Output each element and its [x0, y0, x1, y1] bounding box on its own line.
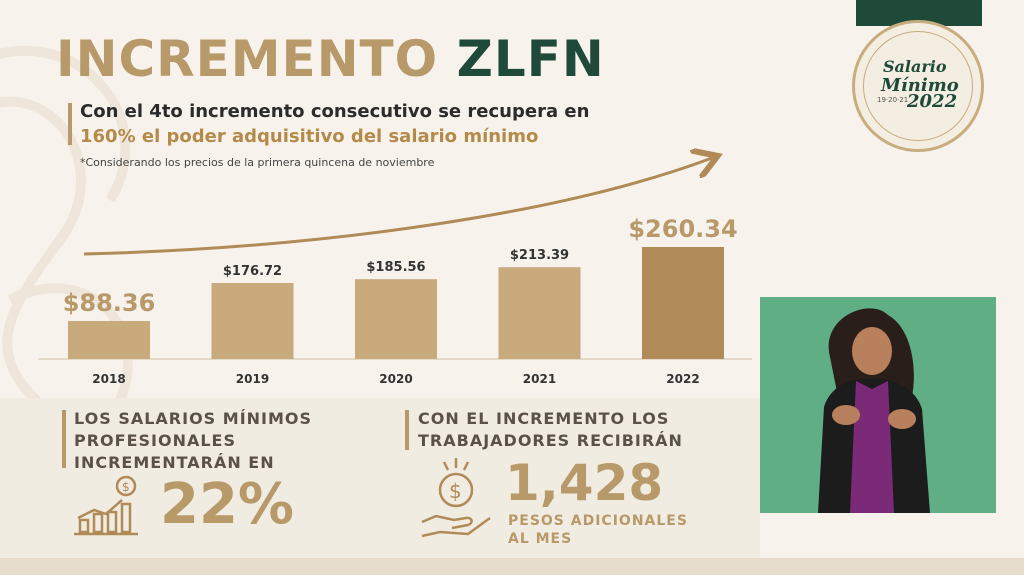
info-right-line-2: TRABAJADORES RECIBIRÁN: [418, 431, 683, 450]
wage-bar-chart: $88.36 2018 $176.72 2019 $185.56 2020 $213.39 2…: [38, 0, 752, 386]
bar-2021: [498, 267, 581, 359]
category-label-2019: 2019: [236, 372, 269, 386]
salario-minimo-badge: Salario Mínimo 19·20·21 2022: [852, 20, 984, 152]
badge-year: 2022: [907, 91, 958, 112]
badge-year-small: 19·20·21: [877, 96, 909, 104]
pesos-caption: PESOS ADICIONALES AL MES: [508, 512, 688, 548]
category-label-2018: 2018: [92, 372, 125, 386]
svg-text:$: $: [122, 480, 130, 494]
badge-line-1: Salario: [883, 57, 947, 76]
bar-2019: [211, 282, 294, 359]
info-left-line-3: INCREMENTARÁN EN: [74, 453, 275, 472]
bar-2022: [642, 247, 724, 359]
info-left-text: LOS SALARIOS MÍNIMOS PROFESIONALES INCRE…: [74, 408, 312, 474]
svg-text:$: $: [449, 479, 462, 503]
footer-strip: [0, 558, 1024, 575]
bar-value-label-2021: $213.39: [510, 248, 569, 263]
page-title: INCREMENTO ZLFN: [56, 30, 605, 88]
badge-line-2: Mínimo: [881, 75, 959, 96]
category-label-2022: 2022: [666, 372, 699, 386]
info-right-accent: [405, 410, 409, 450]
bar-value-label-2018: $88.36: [63, 289, 156, 317]
category-label-2020: 2020: [379, 372, 412, 386]
growth-arrow: [83, 158, 712, 256]
subtitle-accent-bar: [68, 103, 72, 145]
bar-value-label-2019: $176.72: [223, 264, 282, 279]
percent-increase-value: 22%: [160, 472, 295, 537]
info-left-line-1: LOS SALARIOS MÍNIMOS: [74, 409, 313, 428]
bar-2018: [68, 320, 150, 359]
info-left-line-2: PROFESIONALES: [74, 431, 237, 450]
bar-growth-icon: $: [74, 475, 138, 536]
badge-ring: [863, 31, 973, 141]
subtitle-line-2: 160% el poder adquisitivo del salario mí…: [80, 126, 539, 147]
additional-pesos-value: 1,428: [505, 454, 664, 512]
footnote: *Considerando los precios de la primera …: [80, 156, 435, 169]
title-accent: ZLFN: [456, 30, 605, 88]
bar-value-label-2022: $260.34: [628, 215, 737, 243]
category-label-2021: 2021: [523, 372, 556, 386]
info-right-text: CON EL INCREMENTO LOS TRABAJADORES RECIB…: [418, 408, 683, 452]
pesos-caption-line-2: AL MES: [508, 531, 573, 547]
interpreter-video: [760, 297, 996, 513]
title-main: INCREMENTO: [56, 30, 439, 88]
pesos-caption-line-1: PESOS ADICIONALES: [508, 513, 688, 529]
interpreter-figure: [818, 308, 930, 513]
bar-2020: [355, 279, 437, 359]
bar-value-label-2020: $185.56: [366, 260, 425, 275]
hand-coin-icon: $: [421, 458, 491, 538]
info-right-line-1: CON EL INCREMENTO LOS: [418, 409, 670, 428]
info-left-accent: [62, 410, 66, 468]
subtitle-line-1: Con el 4to incremento consecutivo se rec…: [80, 101, 590, 122]
